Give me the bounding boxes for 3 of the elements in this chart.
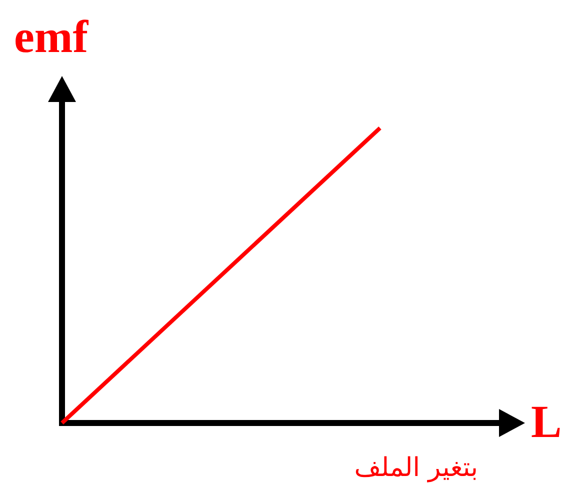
y-axis-title: emf <box>14 11 89 62</box>
x-axis-title: L <box>531 396 562 447</box>
text: بتغير الملف <box>354 453 478 483</box>
